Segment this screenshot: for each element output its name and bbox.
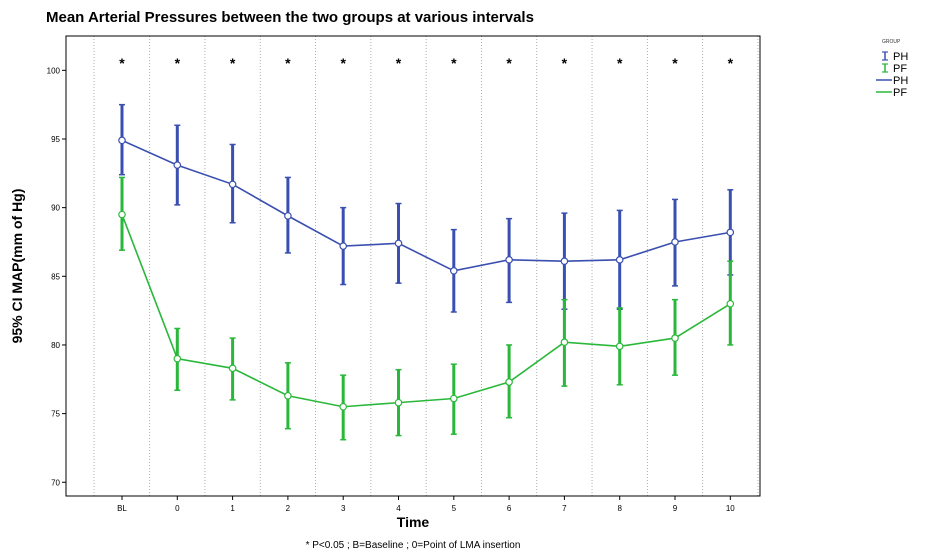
significance-star: * — [285, 55, 291, 71]
significance-star: * — [617, 55, 623, 71]
legend-label: PH — [893, 51, 908, 63]
x-tick-label: 0 — [175, 504, 180, 513]
mean-point — [726, 299, 735, 308]
significance-star: * — [119, 55, 125, 71]
x-tick-label: 3 — [341, 504, 346, 513]
x-tick-label: 2 — [286, 504, 291, 513]
mean-point — [449, 394, 458, 403]
series-group — [118, 103, 735, 441]
plot-frame — [65, 35, 761, 497]
mean-point — [118, 136, 126, 145]
legend-label: PF — [893, 87, 907, 99]
mean-point — [394, 398, 403, 407]
significance-star: * — [230, 55, 236, 71]
significance-star: * — [562, 55, 568, 71]
mean-point — [615, 256, 624, 264]
x-tick-label: 9 — [673, 504, 678, 513]
mean-point — [726, 228, 735, 237]
mean-point — [339, 242, 348, 250]
x-tick-label: 6 — [507, 504, 512, 513]
mean-point — [228, 180, 237, 189]
legend-label: PF — [893, 63, 907, 75]
mean-point — [394, 239, 403, 248]
series-line — [121, 214, 731, 408]
mean-point — [173, 161, 182, 169]
mean-point — [449, 267, 458, 275]
x-tick-label: 4 — [396, 504, 401, 513]
y-tick-label: 90 — [51, 204, 60, 213]
footnote: * P<0.05 ; B=Baseline ; 0=Point of LMA i… — [306, 540, 521, 551]
x-tick-label: 10 — [726, 504, 735, 513]
x-axis-title: Time — [397, 514, 430, 530]
mean-point — [560, 257, 569, 265]
significance-star: * — [396, 55, 402, 71]
significance-star: * — [175, 55, 181, 71]
mean-point — [284, 391, 292, 400]
grid — [93, 36, 759, 496]
y-tick-label: 70 — [51, 478, 60, 487]
mean-point — [505, 378, 513, 386]
mean-point — [284, 212, 292, 220]
series-2 — [118, 176, 735, 441]
mean-point — [560, 338, 569, 347]
significance-star: * — [506, 55, 512, 71]
significance-markers: * * * * * * * * * * * * — [119, 55, 733, 71]
y-tick-label: 75 — [51, 410, 60, 419]
chart-title: Mean Arterial Pressures between the two … — [46, 9, 534, 26]
significance-star: * — [672, 55, 678, 71]
mean-point — [228, 364, 237, 373]
y-tick-label: 100 — [47, 66, 61, 75]
series-line — [121, 139, 731, 272]
legend-label: PH — [893, 75, 908, 87]
significance-star: * — [340, 55, 346, 71]
mean-point — [118, 210, 126, 219]
mean-point — [339, 402, 348, 411]
significance-star: * — [728, 55, 734, 71]
y-axis-title: 95% CI MAP(mm of Hg) — [9, 189, 25, 344]
mean-point — [505, 256, 513, 264]
y-tick-label: 95 — [51, 135, 60, 144]
significance-star: * — [451, 55, 457, 71]
x-tick-label: BL — [117, 504, 127, 513]
x-tick-label: 7 — [562, 504, 567, 513]
y-axis: 70 75 80 85 90 95 100 — [47, 66, 66, 487]
mean-point — [671, 238, 679, 246]
mean-point — [671, 334, 679, 342]
y-tick-label: 80 — [51, 341, 60, 350]
x-tick-label: 5 — [452, 504, 457, 513]
x-tick-label: 1 — [230, 504, 235, 513]
x-axis: BL 0 1 2 3 4 5 6 7 8 9 10 — [117, 496, 735, 513]
mean-point — [615, 342, 624, 351]
mean-point — [173, 354, 182, 363]
y-tick-label: 85 — [51, 272, 60, 281]
x-tick-label: 8 — [617, 504, 622, 513]
legend-title: GROUP — [882, 39, 901, 45]
